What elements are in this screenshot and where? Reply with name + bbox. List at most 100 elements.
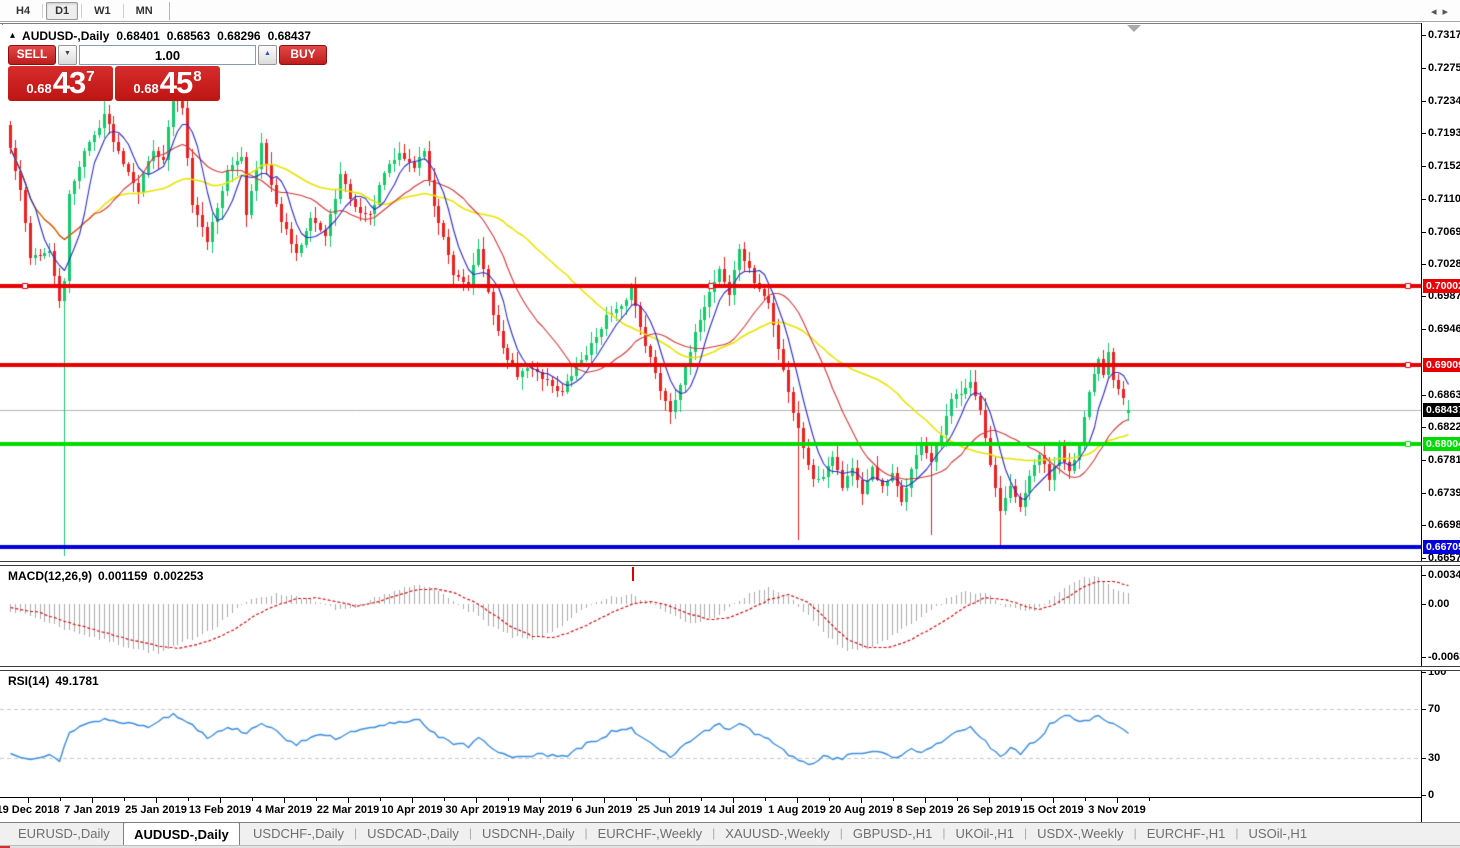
rsi-name: RSI(14)	[8, 674, 50, 688]
ohlc-high: 0.68563	[166, 29, 211, 43]
date-axis-tick	[540, 798, 541, 803]
price-axis-tick	[1422, 395, 1426, 396]
chart-shift-marker-icon[interactable]	[1127, 25, 1141, 32]
date-axis-label: 10 Apr 2019	[381, 804, 443, 816]
buy-price-big: 45	[159, 65, 193, 100]
volume-increase-icon[interactable]: ▲	[258, 45, 277, 65]
date-axis-tick	[669, 798, 670, 803]
date-axis-tick	[1053, 798, 1054, 803]
pane-divider-price-macd[interactable]	[0, 561, 1460, 566]
price-axis-tick	[1422, 558, 1426, 559]
date-axis-label: 15 Oct 2019	[1022, 804, 1084, 816]
status-strip	[0, 845, 1460, 848]
macd-indicator-label: MACD(12,26,9) 0.001159 0.002253	[8, 569, 203, 583]
date-axis-tick	[797, 798, 798, 803]
date-axis-minor-tick	[316, 798, 317, 801]
buy-price-display[interactable]: 0.68 45 8	[115, 66, 220, 101]
buy-button[interactable]: BUY	[279, 45, 327, 65]
rsi-pane[interactable]	[0, 671, 1421, 797]
tab-scroll-right-icon[interactable]: ▸	[1442, 6, 1454, 18]
macd-pane[interactable]	[0, 566, 1421, 666]
date-axis-tick	[412, 798, 413, 803]
date-axis-label: 26 Sep 2019	[957, 804, 1021, 816]
chart-tab-usdcnhdaily[interactable]: USDCNH-,Daily	[482, 826, 575, 841]
macd-axis-label: 0.00	[1428, 598, 1450, 610]
date-axis-minor-tick	[636, 798, 637, 801]
rsi-axis-tick	[1422, 795, 1426, 796]
collapse-indicators-icon[interactable]: ▴	[10, 30, 16, 41]
chart-tab-eurchfweekly[interactable]: EURCHF-,Weekly	[597, 826, 703, 841]
macd-signal-value: 0.002253	[153, 569, 204, 583]
macd-axis-tick	[1422, 575, 1426, 576]
date-axis-minor-tick	[1149, 798, 1150, 801]
tab-scroll-left-icon[interactable]: ◂	[1430, 6, 1443, 18]
chart-tab-usdxweekly[interactable]: USDX-,Weekly	[1037, 826, 1124, 841]
date-axis-tick	[861, 798, 862, 803]
date-axis-label: 6 Jun 2019	[575, 804, 633, 816]
rsi-axis-label: 0	[1428, 789, 1435, 801]
chart-tab-eurusddaily[interactable]: EURUSD-,Daily	[18, 826, 110, 841]
date-axis-label: 25 Jun 2019	[637, 804, 701, 816]
date-axis-label: 30 Apr 2019	[445, 804, 507, 816]
macd-name: MACD(12,26,9)	[8, 569, 93, 583]
date-axis-minor-tick	[1085, 798, 1086, 801]
chart-tab-ukoilh1[interactable]: UKOil-,H1	[955, 826, 1014, 841]
rsi-axis-label: 70	[1428, 703, 1441, 715]
chart-tab-usoilh1[interactable]: USOil-,H1	[1248, 826, 1308, 841]
timeframe-button-w1[interactable]: W1	[94, 4, 111, 17]
chart-tab-usdcaddaily[interactable]: USDCAD-,Daily	[367, 826, 459, 841]
macd-axis-tick	[1422, 604, 1426, 605]
toolbar-separator	[81, 3, 83, 18]
chart-tab-audusddaily[interactable]: AUDUSD-,Daily	[123, 822, 240, 845]
timeframe-button-h4[interactable]: H4	[16, 4, 31, 17]
volume-decrease-icon[interactable]: ▼	[58, 45, 77, 65]
sell-price-display[interactable]: 0.68 43 7	[8, 66, 113, 101]
tab-scroll-arrows[interactable]: ◂▸	[1431, 5, 1454, 18]
date-axis[interactable]: 19 Dec 2018 7 Jan 2019 25 Jan 2019 13 Feb 2…	[0, 797, 1460, 822]
tab-separator: |	[1235, 826, 1239, 840]
pane-divider-macd-rsi[interactable]	[0, 666, 1460, 671]
macd-axis-label: 0.00349	[1428, 569, 1460, 581]
date-axis-minor-tick	[380, 798, 381, 801]
chart-tab-bar: EURUSD-,Daily AUDUSD-,Daily USDCHF-,Dail…	[0, 822, 1460, 845]
tab-separator: |	[584, 826, 588, 840]
volume-input[interactable]	[79, 45, 256, 65]
chart-tab-eurchfh1[interactable]: EURCHF-,H1	[1146, 826, 1226, 841]
date-axis-label: 19 May 2019	[507, 804, 573, 816]
date-axis-minor-tick	[508, 798, 509, 801]
chart-title: ▴ AUDUSD-,Daily 0.68401 0.68563 0.68296 …	[10, 29, 311, 43]
date-axis-minor-tick	[572, 798, 573, 801]
sell-price-prefix: 0.68	[26, 81, 52, 96]
price-axis-tick	[1422, 35, 1426, 36]
price-axis-tick	[1422, 493, 1426, 494]
date-axis-minor-tick	[893, 798, 894, 801]
date-axis-minor-tick	[188, 798, 189, 801]
rsi-axis-label: 30	[1428, 752, 1441, 764]
price-axis-tick	[1422, 460, 1426, 461]
price-chart-canvas[interactable]	[0, 25, 1421, 561]
timeframe-button-mn[interactable]: MN	[135, 4, 153, 17]
macd-axis-label: -0.00637	[1428, 651, 1460, 663]
chart-tab-xauusdweekly[interactable]: XAUUSD-,Weekly	[725, 826, 830, 841]
sell-button[interactable]: SELL	[8, 45, 56, 65]
price-axis-tick	[1422, 166, 1426, 167]
timeframe-button-d1[interactable]: D1	[46, 1, 79, 20]
chart-tab-usdchfdaily[interactable]: USDCHF-,Daily	[253, 826, 345, 841]
buy-price-sup: 8	[193, 68, 202, 85]
ohlc-close: 0.68437	[267, 29, 311, 43]
price-pane[interactable]	[0, 25, 1421, 561]
chart-tab-gbpusdh1[interactable]: GBPUSD-,H1	[852, 826, 933, 841]
macd-chart-canvas[interactable]	[0, 566, 1421, 666]
rsi-chart-canvas[interactable]	[0, 671, 1421, 797]
date-axis-tick	[733, 798, 734, 803]
tab-separator: |	[354, 826, 358, 840]
